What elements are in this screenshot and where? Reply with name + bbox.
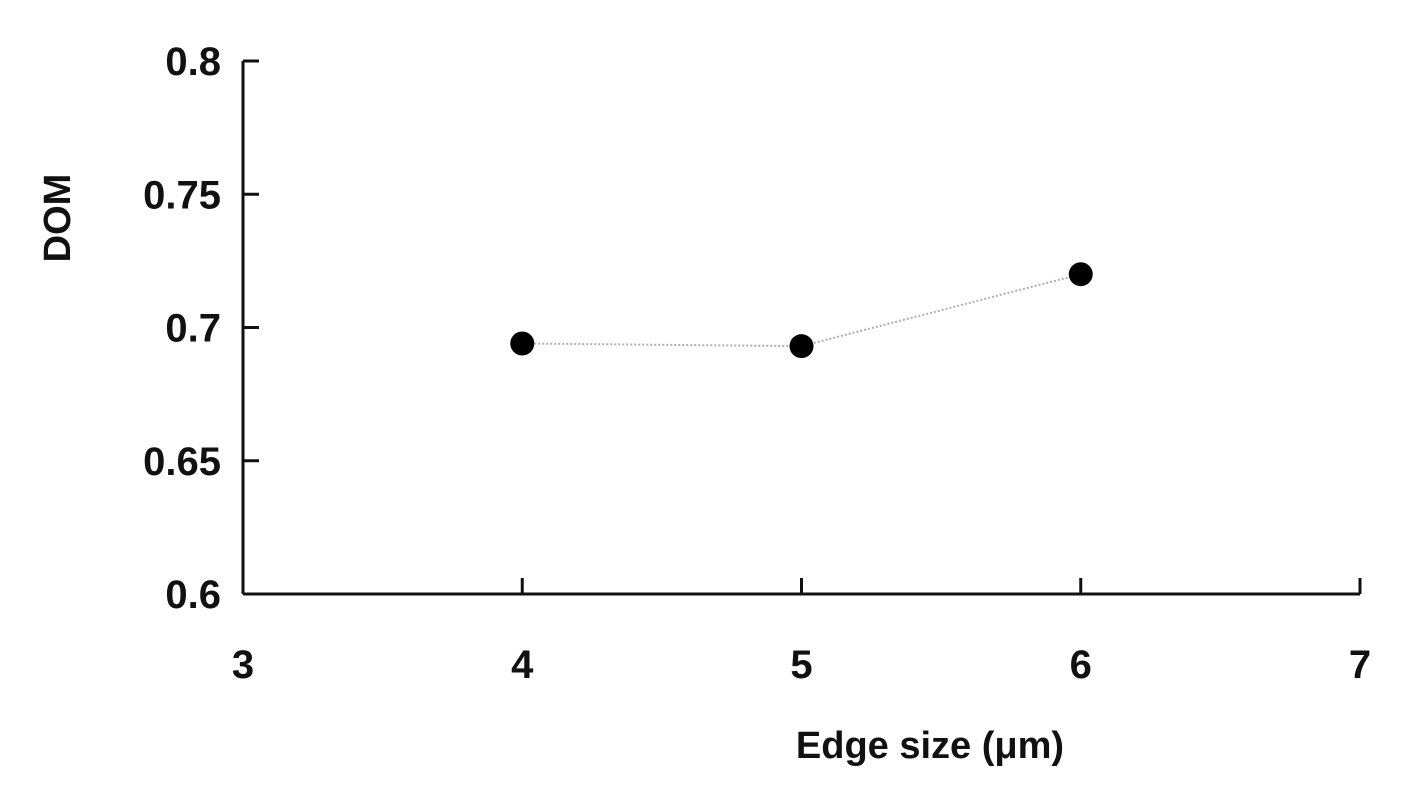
series-line bbox=[522, 273, 1081, 348]
series-points bbox=[510, 262, 1093, 359]
y-axis-title: DOM bbox=[37, 174, 79, 263]
data-point bbox=[1068, 262, 1093, 287]
x-tick-label: 7 bbox=[1349, 643, 1371, 687]
x-axis-ticks: 3 4 5 6 7 bbox=[232, 578, 1371, 687]
data-point bbox=[510, 331, 535, 356]
x-axis-title: Edge size (μm) bbox=[796, 725, 1064, 767]
y-tick-label: 0.75 bbox=[143, 173, 221, 217]
x-tick-label: 6 bbox=[1070, 643, 1092, 687]
x-tick-label: 4 bbox=[511, 643, 534, 687]
series-lines bbox=[522, 273, 1081, 348]
x-tick-label: 5 bbox=[790, 643, 812, 687]
y-tick-label: 0.8 bbox=[165, 40, 221, 84]
chart-axes bbox=[241, 61, 1360, 596]
data-point bbox=[789, 334, 814, 359]
y-tick-label: 0.7 bbox=[165, 307, 221, 351]
y-tick-label: 0.6 bbox=[165, 573, 221, 617]
x-tick-label: 3 bbox=[232, 643, 254, 687]
y-tick-label: 0.65 bbox=[143, 440, 221, 484]
y-axis-ticks: 0.6 0.65 0.7 0.75 0.8 bbox=[143, 40, 259, 617]
